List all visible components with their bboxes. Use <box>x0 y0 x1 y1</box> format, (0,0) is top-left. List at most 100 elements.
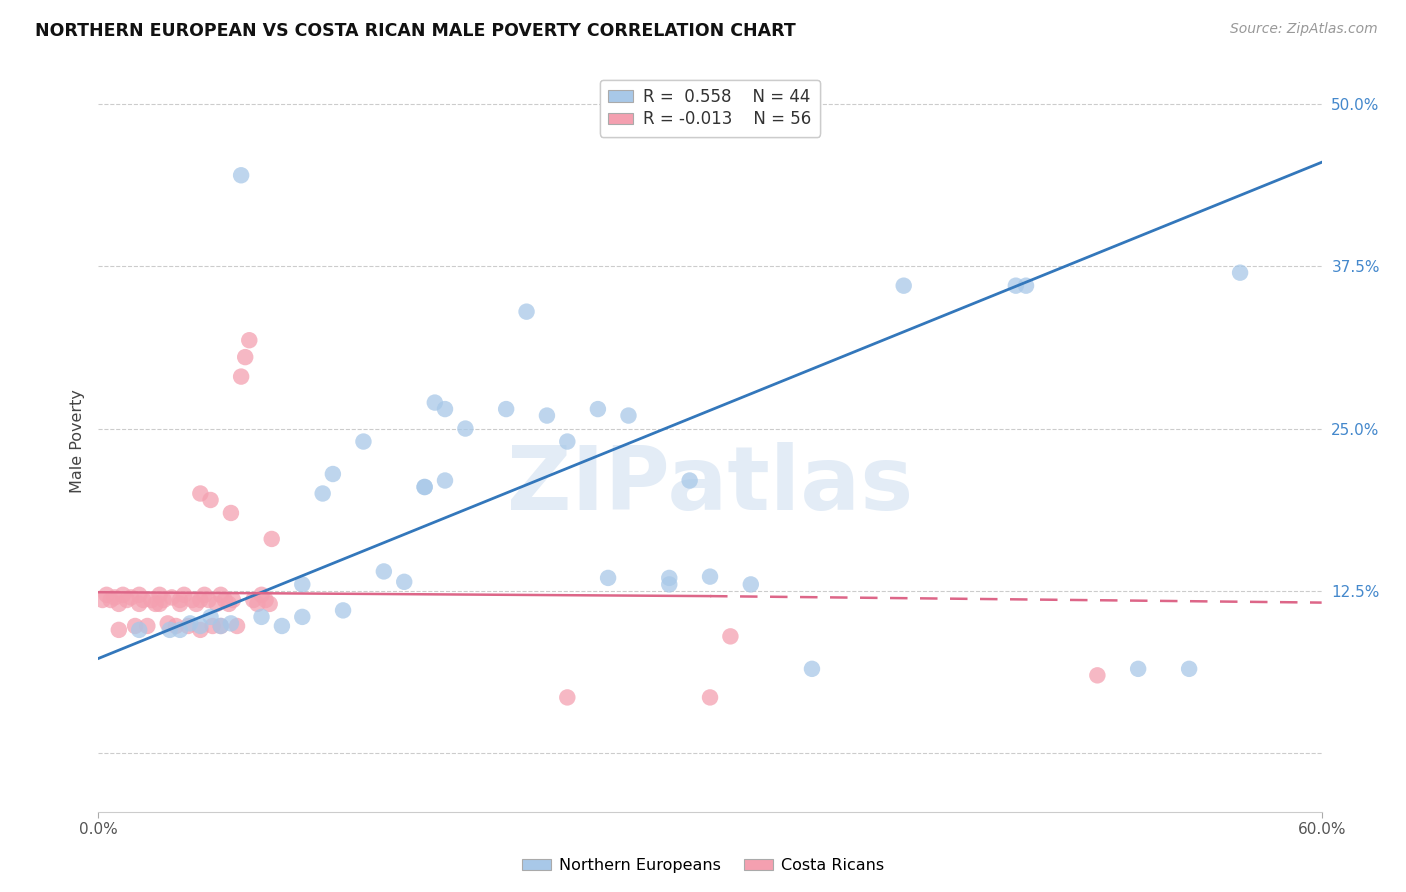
Point <box>91 593 114 607</box>
Point <box>413 480 436 494</box>
Point <box>555 434 579 449</box>
Point <box>165 619 187 633</box>
Point <box>536 409 558 423</box>
Point <box>169 623 191 637</box>
Point <box>205 597 228 611</box>
Point <box>124 619 146 633</box>
Point <box>392 574 416 589</box>
Point <box>434 474 457 488</box>
Point <box>1015 278 1038 293</box>
Point <box>108 623 131 637</box>
Point <box>312 486 335 500</box>
Point <box>111 588 134 602</box>
Point <box>423 395 446 409</box>
Point <box>177 619 200 633</box>
Point <box>128 623 150 637</box>
Point <box>1004 278 1026 293</box>
Text: NORTHERN EUROPEAN VS COSTA RICAN MALE POVERTY CORRELATION CHART: NORTHERN EUROPEAN VS COSTA RICAN MALE PO… <box>35 22 796 40</box>
Point <box>100 593 122 607</box>
Point <box>679 474 702 488</box>
Point <box>658 577 681 591</box>
Point <box>373 565 395 579</box>
Point <box>120 591 142 605</box>
Point <box>1128 662 1150 676</box>
Point <box>740 577 762 591</box>
Point <box>218 597 240 611</box>
Point <box>598 571 620 585</box>
Point <box>159 623 181 637</box>
Point <box>128 588 150 602</box>
Point <box>136 619 159 633</box>
Point <box>219 616 242 631</box>
Point <box>658 571 681 585</box>
Point <box>1229 266 1251 280</box>
Point <box>250 588 273 602</box>
Point <box>200 493 222 508</box>
Point <box>250 610 273 624</box>
Point <box>231 168 253 182</box>
Point <box>188 619 212 633</box>
Point <box>169 597 191 611</box>
Point <box>222 593 245 607</box>
Point <box>149 597 172 611</box>
Point <box>254 593 277 607</box>
Point <box>238 333 260 347</box>
Point <box>352 434 374 449</box>
Point <box>1085 668 1108 682</box>
Legend: Northern Europeans, Costa Ricans: Northern Europeans, Costa Ricans <box>516 852 890 880</box>
Point <box>197 593 219 607</box>
Point <box>454 421 477 435</box>
Point <box>555 690 579 705</box>
Legend: R =  0.558    N = 44, R = -0.013    N = 56: R = 0.558 N = 44, R = -0.013 N = 56 <box>600 79 820 136</box>
Point <box>226 619 249 633</box>
Point <box>1178 662 1201 676</box>
Point <box>801 662 824 676</box>
Point <box>145 597 167 611</box>
Point <box>434 402 457 417</box>
Point <box>201 619 224 633</box>
Point <box>186 597 208 611</box>
Point <box>516 304 538 318</box>
Point <box>718 629 742 643</box>
Point <box>219 506 242 520</box>
Point <box>188 593 212 607</box>
Point <box>259 597 281 611</box>
Point <box>160 591 183 605</box>
Point <box>209 619 232 633</box>
Point <box>128 597 150 611</box>
Y-axis label: Male Poverty: Male Poverty <box>69 390 84 493</box>
Point <box>699 690 721 705</box>
Point <box>193 588 215 602</box>
Point <box>893 278 915 293</box>
Text: ZIPatlas: ZIPatlas <box>508 442 912 530</box>
Point <box>152 593 174 607</box>
Point <box>617 409 640 423</box>
Point <box>322 467 344 481</box>
Point <box>132 593 155 607</box>
Point <box>104 591 127 605</box>
Point <box>413 480 436 494</box>
Point <box>260 532 283 546</box>
Point <box>209 619 232 633</box>
Point <box>209 588 232 602</box>
Point <box>200 610 222 624</box>
Point <box>291 610 314 624</box>
Point <box>141 593 163 607</box>
Point <box>332 603 354 617</box>
Point <box>233 350 256 364</box>
Point <box>291 577 314 591</box>
Point <box>173 588 195 602</box>
Point <box>115 593 138 607</box>
Text: Source: ZipAtlas.com: Source: ZipAtlas.com <box>1230 22 1378 37</box>
Point <box>156 616 179 631</box>
Point <box>231 369 253 384</box>
Point <box>169 593 191 607</box>
Point <box>181 593 204 607</box>
Point <box>188 623 212 637</box>
Point <box>108 597 131 611</box>
Point <box>586 402 609 417</box>
Point <box>214 593 236 607</box>
Point <box>96 588 118 602</box>
Point <box>242 593 264 607</box>
Point <box>495 402 517 417</box>
